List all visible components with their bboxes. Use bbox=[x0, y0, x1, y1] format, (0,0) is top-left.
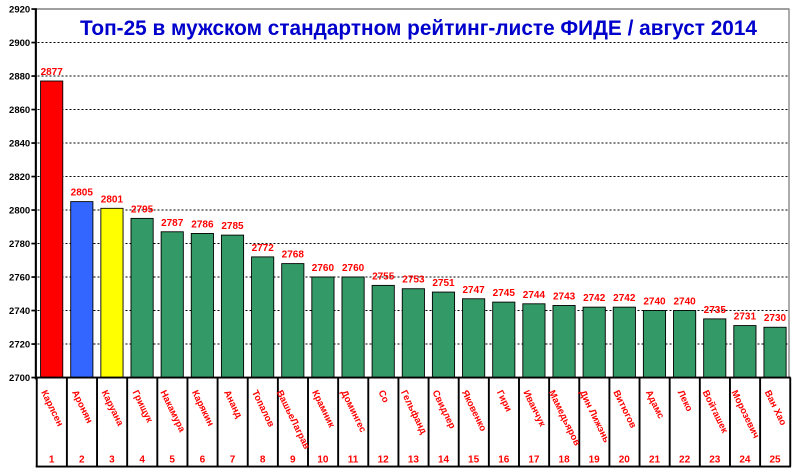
svg-text:2805: 2805 bbox=[71, 188, 94, 199]
svg-text:15: 15 bbox=[468, 455, 480, 466]
svg-text:5: 5 bbox=[169, 455, 175, 466]
svg-text:2700: 2700 bbox=[9, 373, 30, 384]
svg-text:2786: 2786 bbox=[191, 219, 214, 230]
svg-text:2735: 2735 bbox=[704, 305, 727, 316]
svg-text:2920: 2920 bbox=[9, 5, 30, 16]
svg-text:7: 7 bbox=[230, 455, 236, 466]
svg-text:17: 17 bbox=[528, 455, 540, 466]
svg-text:11: 11 bbox=[348, 455, 359, 466]
svg-text:16: 16 bbox=[498, 455, 510, 466]
svg-text:2860: 2860 bbox=[9, 105, 30, 116]
svg-text:22: 22 bbox=[679, 455, 691, 466]
svg-text:2720: 2720 bbox=[9, 340, 30, 351]
svg-text:2740: 2740 bbox=[9, 306, 30, 317]
svg-text:1: 1 bbox=[49, 455, 55, 466]
svg-text:2900: 2900 bbox=[9, 38, 30, 49]
svg-text:2800: 2800 bbox=[9, 206, 30, 217]
svg-text:2840: 2840 bbox=[9, 139, 30, 150]
svg-text:25: 25 bbox=[769, 455, 781, 466]
svg-text:2795: 2795 bbox=[131, 204, 154, 215]
svg-text:9: 9 bbox=[290, 455, 296, 466]
svg-text:2731: 2731 bbox=[734, 312, 757, 323]
svg-text:10: 10 bbox=[317, 455, 329, 466]
svg-text:18: 18 bbox=[559, 455, 571, 466]
svg-text:3: 3 bbox=[109, 455, 115, 466]
svg-text:2760: 2760 bbox=[312, 263, 335, 274]
svg-text:2877: 2877 bbox=[41, 67, 64, 78]
svg-text:2747: 2747 bbox=[462, 285, 485, 296]
svg-text:2772: 2772 bbox=[252, 243, 275, 254]
svg-text:24: 24 bbox=[739, 455, 751, 466]
svg-text:2801: 2801 bbox=[101, 194, 124, 205]
svg-text:2820: 2820 bbox=[9, 172, 30, 183]
svg-text:2743: 2743 bbox=[553, 292, 576, 303]
svg-text:2740: 2740 bbox=[673, 297, 696, 308]
svg-text:2780: 2780 bbox=[9, 239, 30, 250]
svg-text:8: 8 bbox=[260, 455, 266, 466]
svg-text:2730: 2730 bbox=[764, 313, 787, 324]
svg-text:Со: Со bbox=[376, 388, 392, 404]
svg-text:2744: 2744 bbox=[523, 290, 546, 301]
svg-text:2742: 2742 bbox=[583, 293, 606, 304]
svg-text:Топ-25 в мужском стандартном р: Топ-25 в мужском стандартном рейтинг-лис… bbox=[80, 17, 757, 40]
svg-text:2755: 2755 bbox=[372, 271, 395, 282]
svg-text:2760: 2760 bbox=[9, 273, 30, 284]
svg-text:2740: 2740 bbox=[643, 297, 666, 308]
svg-text:2753: 2753 bbox=[402, 275, 425, 286]
svg-text:12: 12 bbox=[378, 455, 390, 466]
svg-text:2742: 2742 bbox=[613, 293, 636, 304]
svg-text:2785: 2785 bbox=[221, 221, 244, 232]
svg-text:2768: 2768 bbox=[282, 250, 305, 261]
svg-text:13: 13 bbox=[408, 455, 420, 466]
svg-text:23: 23 bbox=[709, 455, 721, 466]
svg-text:2: 2 bbox=[79, 455, 85, 466]
svg-text:2787: 2787 bbox=[161, 218, 184, 229]
svg-text:4: 4 bbox=[139, 455, 145, 466]
svg-text:19: 19 bbox=[589, 455, 601, 466]
svg-text:2745: 2745 bbox=[493, 288, 516, 299]
svg-text:14: 14 bbox=[438, 455, 450, 466]
svg-text:6: 6 bbox=[200, 455, 206, 466]
svg-text:2880: 2880 bbox=[9, 72, 30, 83]
svg-text:2760: 2760 bbox=[342, 263, 365, 274]
svg-text:20: 20 bbox=[619, 455, 631, 466]
svg-text:2751: 2751 bbox=[432, 278, 455, 289]
svg-text:21: 21 bbox=[649, 455, 661, 466]
